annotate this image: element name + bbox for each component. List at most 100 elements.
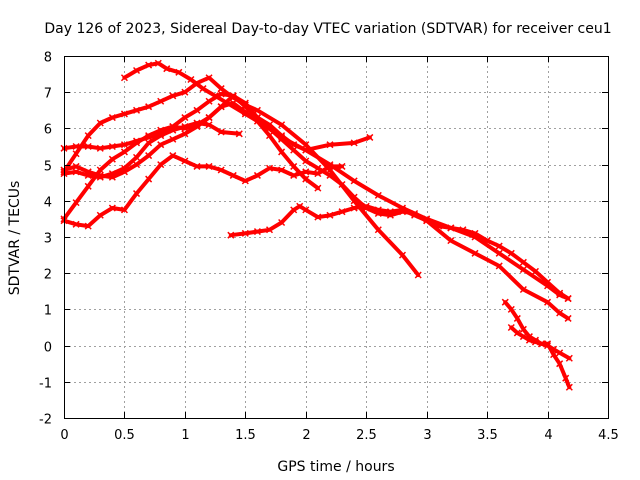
y-tick-label: 0	[44, 341, 52, 356]
data-point	[290, 206, 298, 214]
y-tick-label: -1	[39, 377, 52, 392]
data-point	[374, 191, 382, 199]
y-tick-label: 1	[44, 304, 52, 319]
data-point	[229, 99, 237, 107]
data-point	[169, 135, 177, 143]
data-point	[120, 74, 128, 82]
y-tick-label: 5	[44, 160, 52, 175]
plot-frame	[64, 56, 609, 419]
data-point	[326, 211, 334, 219]
data-point	[217, 128, 225, 136]
data-point	[531, 338, 539, 346]
y-axis-label: SDTVAR / TECUs	[7, 181, 23, 296]
data-point	[205, 74, 213, 82]
data-point	[302, 146, 310, 154]
data-point	[241, 99, 249, 107]
y-tick-label: -2	[39, 413, 52, 428]
data-point	[145, 175, 153, 183]
data-point	[302, 206, 310, 214]
data-point	[217, 103, 225, 111]
data-point	[278, 132, 286, 140]
data-point	[350, 177, 358, 185]
y-tick-label: 2	[44, 268, 52, 283]
data-point	[133, 106, 141, 114]
x-tick-label: 4	[544, 428, 552, 443]
data-point	[72, 150, 80, 158]
data-point	[120, 148, 128, 156]
data-point	[519, 258, 527, 266]
data-point	[550, 345, 558, 353]
y-tick-label: 4	[44, 196, 52, 211]
series-arc-1	[120, 59, 572, 303]
series-arc-2	[60, 90, 572, 322]
data-point	[326, 162, 334, 170]
data-point	[108, 155, 116, 163]
data-point	[84, 222, 92, 230]
data-point	[205, 97, 213, 105]
x-tick-label: 0.5	[114, 428, 135, 443]
data-point	[217, 85, 225, 93]
data-point	[145, 152, 153, 160]
data-point	[483, 237, 491, 245]
data-point	[314, 213, 322, 221]
data-point	[84, 168, 92, 176]
data-point	[235, 130, 243, 138]
data-point	[386, 208, 394, 216]
data-point	[265, 121, 274, 129]
data-point	[459, 226, 467, 234]
ticks: 0 0.5 1 1.5 2 2.5 3 3.5 4 4.5 -2 -1 0 1 2 3 4 5 6 7 8	[39, 51, 619, 444]
series-arc-10	[507, 323, 573, 362]
data-point	[187, 75, 195, 84]
y-tick-label: 6	[44, 123, 52, 138]
data-point	[495, 242, 503, 250]
data-point	[556, 289, 564, 297]
x-tick-label: 3	[423, 428, 431, 443]
data-point	[181, 88, 189, 96]
data-point	[133, 190, 141, 198]
data-point	[157, 126, 165, 134]
data-point	[133, 161, 141, 169]
data-point	[302, 157, 310, 165]
data-point	[374, 226, 382, 234]
data-point	[423, 217, 431, 225]
data-point	[435, 222, 443, 230]
series-line	[62, 101, 320, 191]
data-point	[562, 374, 570, 382]
data-point	[169, 152, 177, 160]
data-point	[181, 130, 189, 138]
data-point	[350, 139, 358, 147]
data-point	[96, 171, 104, 179]
data-point	[501, 298, 509, 306]
data-point	[96, 166, 104, 174]
data-point	[398, 206, 407, 214]
data-point	[278, 148, 286, 156]
data-point	[72, 168, 80, 176]
data-point	[108, 173, 116, 181]
data-point	[241, 177, 249, 185]
data-point	[84, 182, 92, 190]
data-point	[565, 383, 573, 391]
x-tick-label: 2	[302, 428, 310, 443]
data-point	[471, 249, 479, 257]
data-point	[519, 325, 527, 333]
data-point	[108, 114, 116, 122]
data-point	[414, 271, 422, 279]
data-point	[278, 218, 286, 227]
data-point	[565, 354, 573, 362]
data-point	[447, 224, 455, 232]
data-point	[145, 103, 153, 111]
data-point	[253, 228, 261, 236]
y-tick-label: 8	[44, 51, 52, 66]
series-line	[62, 75, 421, 277]
data-point	[350, 197, 358, 205]
data-point	[169, 92, 177, 100]
data-point	[169, 126, 177, 134]
grid	[64, 56, 608, 418]
data-point	[133, 139, 141, 147]
series-arc-3	[60, 74, 422, 279]
data-point	[507, 323, 515, 332]
data-point	[181, 123, 189, 131]
data-point	[495, 262, 503, 270]
data-point	[302, 175, 310, 183]
